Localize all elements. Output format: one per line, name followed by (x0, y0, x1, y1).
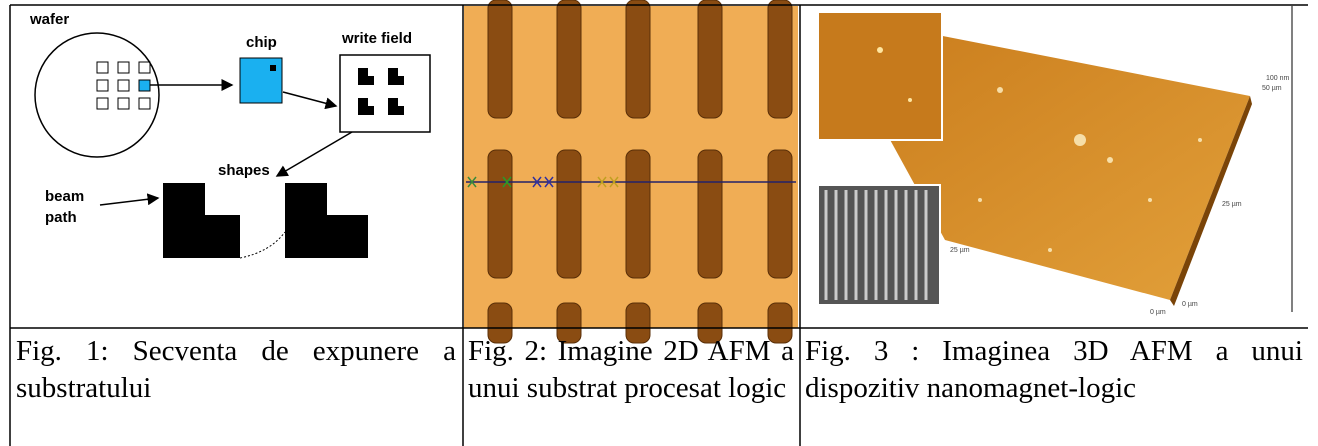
diagram-label: chip (246, 34, 277, 51)
caption: Fig. 2: Imagine 2D AFM a unui substrat p… (468, 333, 794, 407)
axis-label: 25 µm (950, 247, 970, 254)
diagram-label: path (45, 209, 77, 226)
exposure-diagram: wafer chip write field shapes beam path (29, 11, 430, 258)
axis-label: 25 µm (1222, 201, 1242, 208)
diagram-label: wafer (29, 11, 69, 28)
diagram-label: shapes (218, 162, 270, 179)
axis-label: 0 µm (1182, 301, 1198, 308)
caption: Fig. 3 : Imaginea 3D AFM a unui dispozit… (805, 333, 1303, 407)
diagram-label: beam (45, 188, 84, 205)
axis-label: 100 nm (1266, 75, 1290, 82)
caption: Fig. 1: Secventa de expunere a substratu… (16, 333, 456, 407)
afm-3d-image: 100 nm 50 µm 25 µm 25 µm 0 µm 0 µm (818, 6, 1292, 316)
axis-label: 50 µm (1262, 85, 1282, 92)
diagram-label: write field (341, 30, 412, 47)
page: {"figures": [ {"labels": ["wafer", "chip… (0, 0, 1318, 446)
axis-label: 0 µm (1150, 309, 1166, 316)
afm-2d-image (464, 0, 798, 343)
